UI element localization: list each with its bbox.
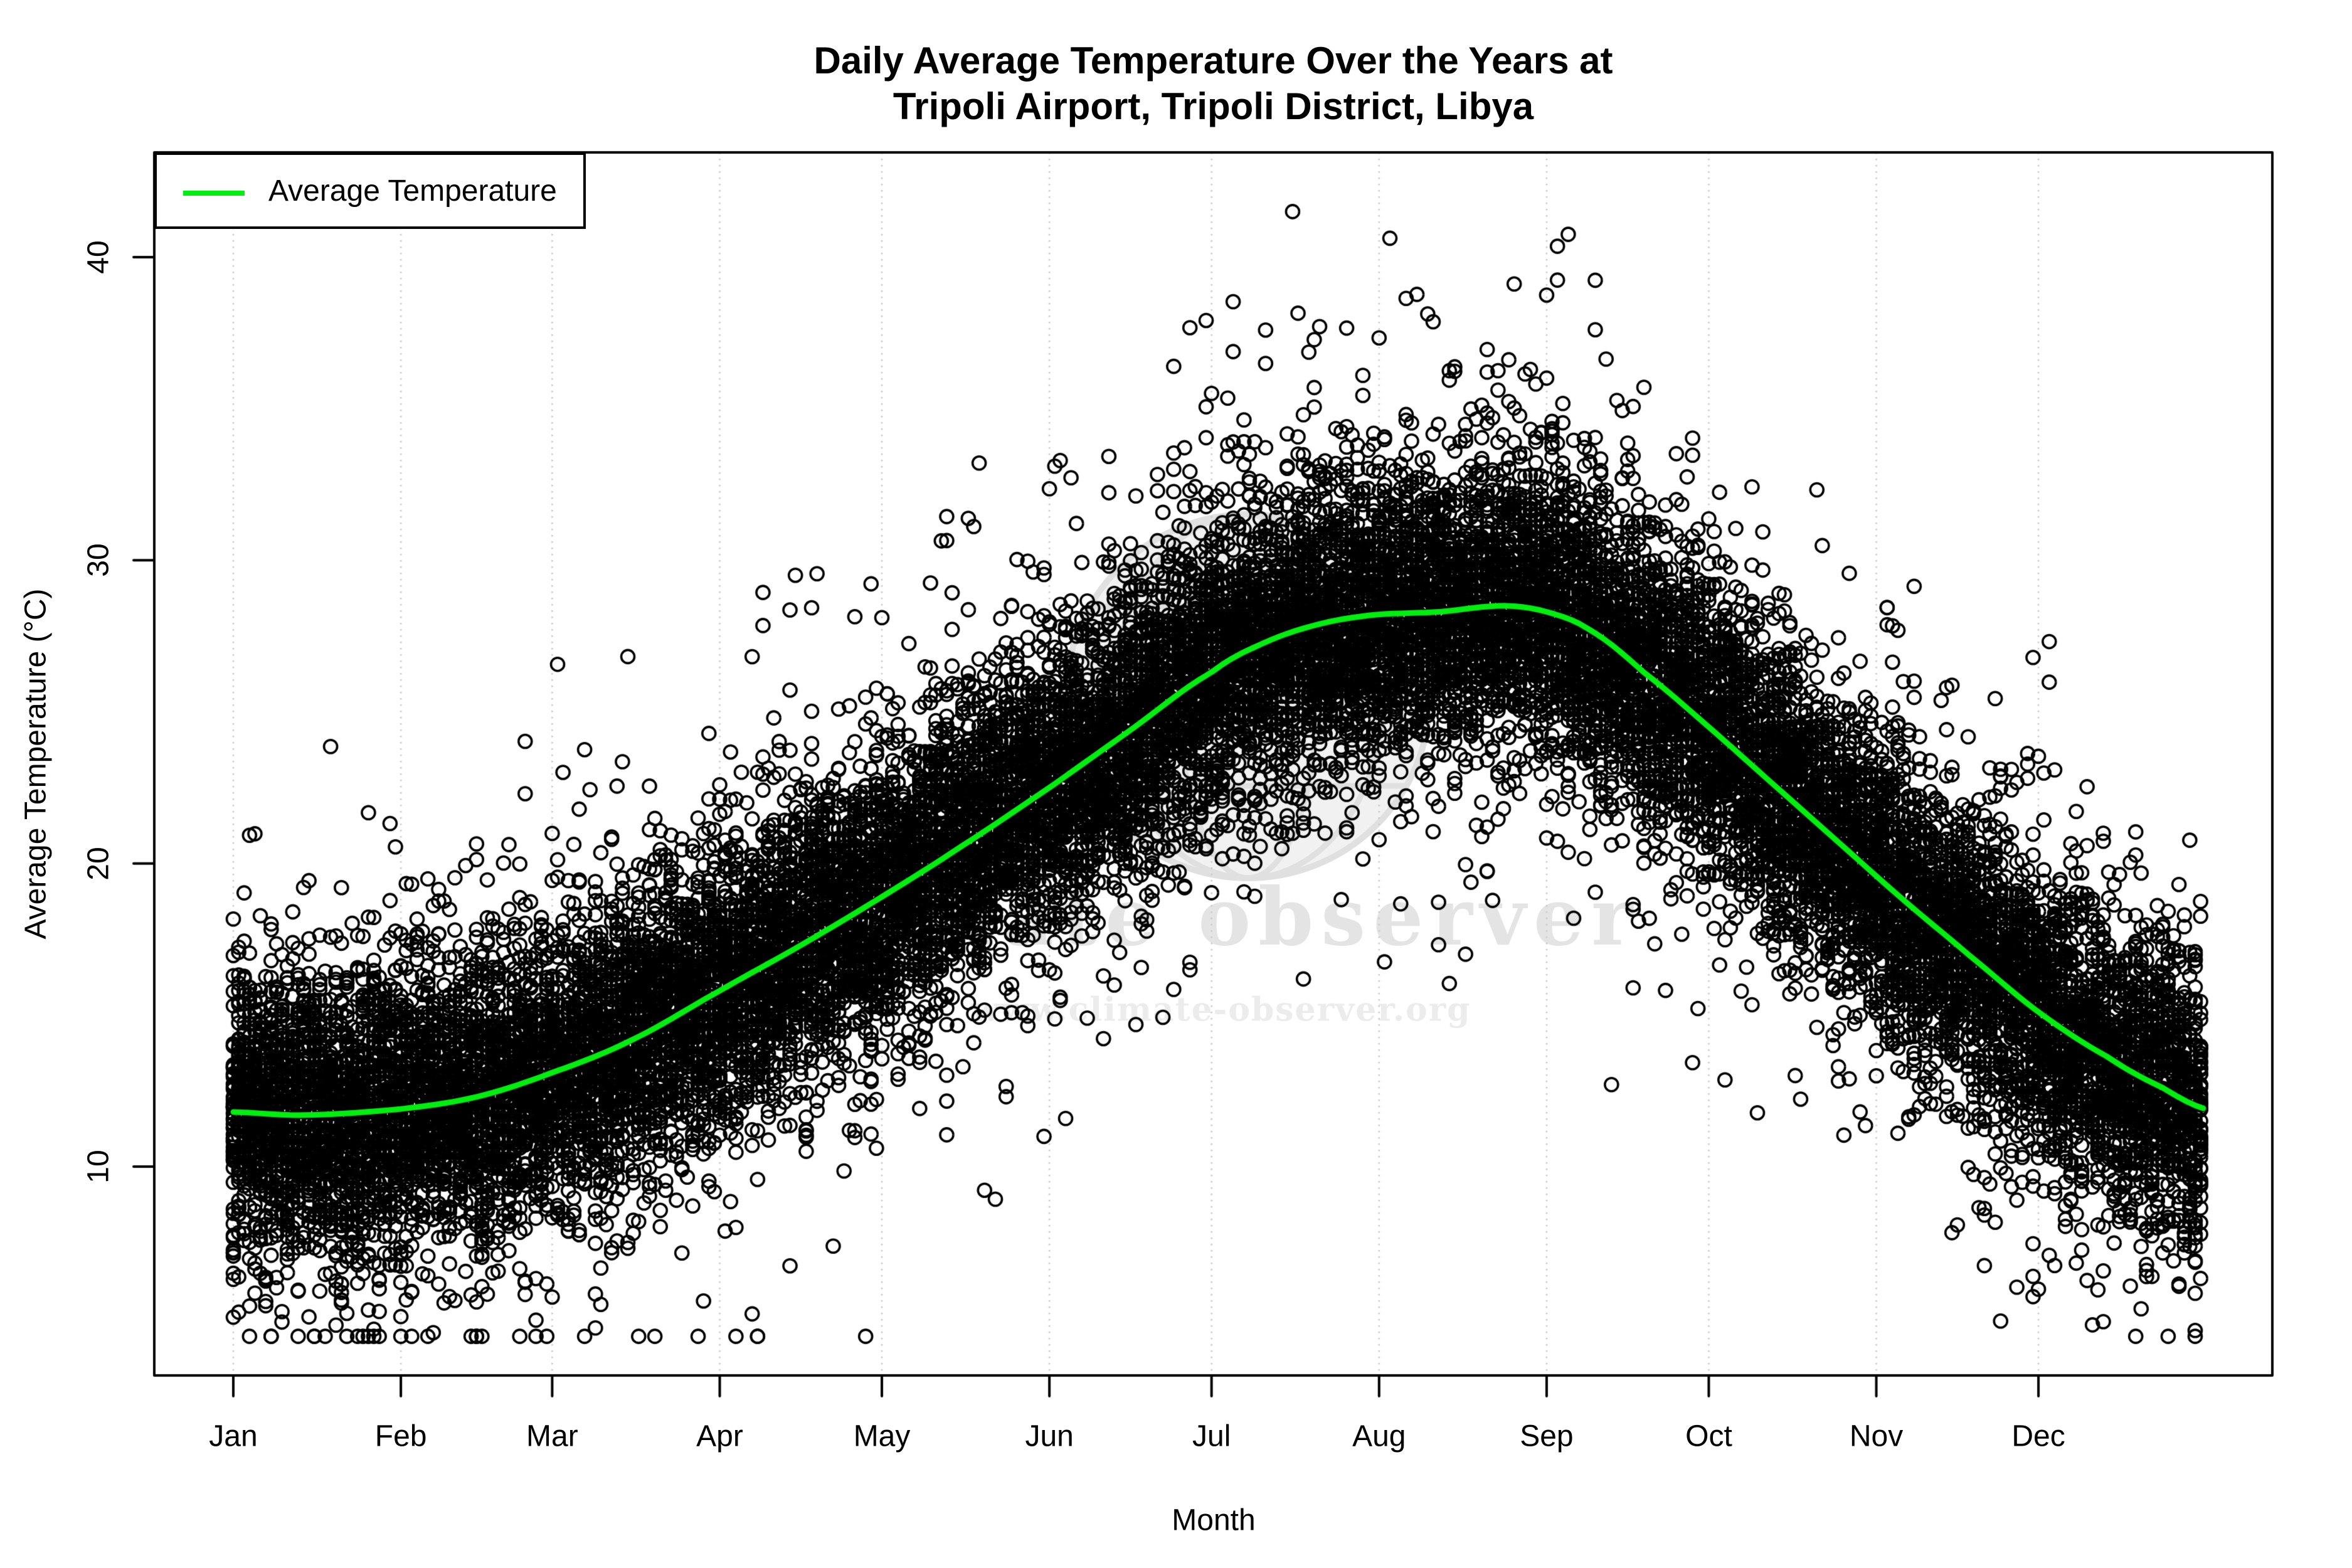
x-tick-label-jun: Jun [1025,1419,1074,1453]
x-tick-label-may: May [853,1419,911,1453]
legend: Average Temperature [154,152,586,229]
x-axis-title: Month [1172,1503,1256,1537]
chart-title: Daily Average Temperature Over the Years… [154,38,2272,129]
y-tick-label-40: 40 [82,240,115,274]
x-tick-label-oct: Oct [1685,1419,1732,1453]
x-tick-label-aug: Aug [1352,1419,1406,1453]
x-tick-label-jan: Jan [209,1419,258,1453]
y-axis-title: Average Temperature (°C) [19,588,53,940]
y-tick-label-30: 30 [82,543,115,578]
legend-line-sample [183,191,245,196]
chart-title-line2: Tripoli Airport, Tripoli District, Libya [893,85,1534,127]
chart-title-line1: Daily Average Temperature Over the Years… [813,40,1613,82]
x-tick-label-sep: Sep [1520,1419,1574,1453]
x-tick-label-jul: Jul [1192,1419,1231,1453]
y-tick-label-10: 10 [82,1150,115,1184]
x-tick-label-mar: Mar [526,1419,578,1453]
y-tick-label-20: 20 [82,846,115,881]
x-tick-label-apr: Apr [696,1419,743,1453]
x-tick-label-nov: Nov [1849,1419,1904,1453]
x-tick-label-feb: Feb [374,1419,427,1453]
x-tick-label-dec: Dec [2011,1419,2065,1453]
legend-label: Average Temperature [268,174,557,208]
